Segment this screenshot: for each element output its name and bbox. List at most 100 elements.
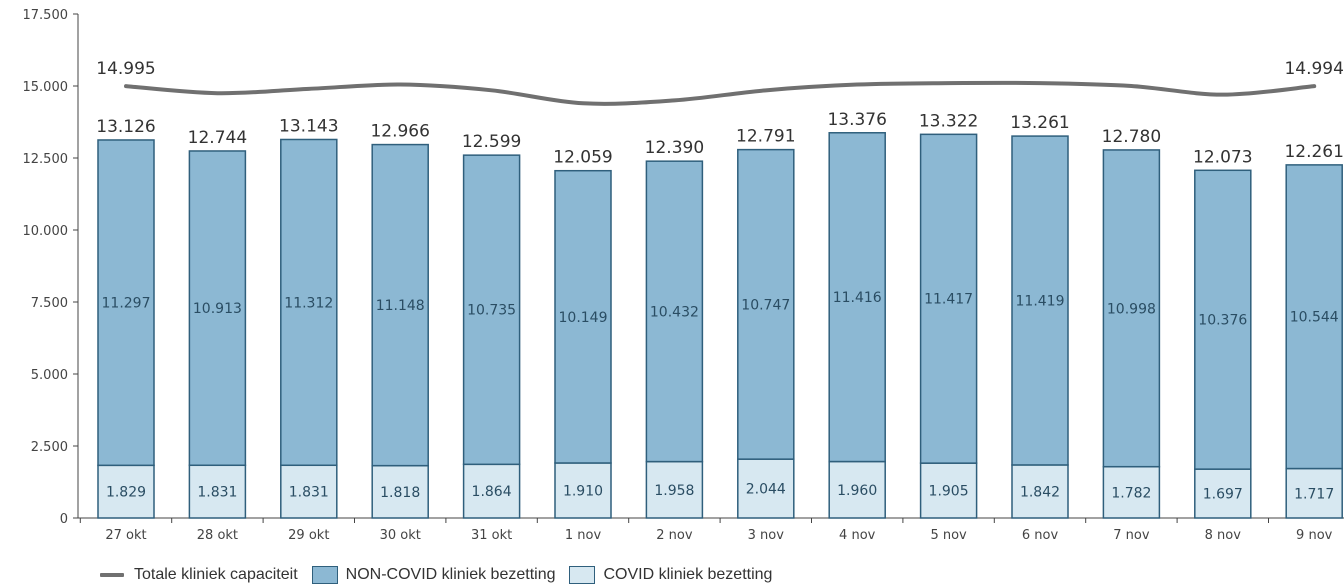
covid-value-label: 1.842: [1020, 484, 1060, 500]
legend-item-covid: COVID kliniek bezetting: [569, 566, 772, 584]
bar-non-covid: [280, 138, 338, 467]
total-value-label: 12.780: [1102, 127, 1161, 147]
capacity-value-label: 14.995: [96, 59, 155, 79]
bar-non-covid: [371, 143, 429, 467]
x-tick-label: 9 nov: [1296, 528, 1333, 543]
covid-value-label: 1.697: [1203, 487, 1243, 503]
x-tick-label: 6 nov: [1022, 528, 1059, 543]
y-tick-label: 2.500: [31, 440, 68, 455]
non-covid-value-label: 10.376: [1198, 313, 1247, 329]
non-covid-value-label: 11.148: [376, 298, 425, 314]
legend-label-capacity: Totale kliniek capaciteit: [134, 566, 298, 583]
legend-label-covid: COVID kliniek bezetting: [603, 566, 773, 583]
non-covid-value-label: 10.735: [467, 303, 516, 319]
covid-value-label: 1.831: [197, 485, 237, 501]
non-covid-value-label: 11.297: [102, 296, 151, 312]
x-tick-label: 2 nov: [656, 528, 693, 543]
bar-covid: [645, 460, 704, 519]
y-tick-label: 7.500: [31, 296, 68, 311]
bar-non-covid: [1011, 135, 1069, 466]
total-value-label: 12.261: [1284, 142, 1343, 162]
non-covid-value-label: 11.419: [1016, 294, 1065, 310]
bar-non-covid: [919, 133, 978, 464]
non-covid-value-label: 10.149: [559, 310, 608, 326]
bar-non-covid: [828, 132, 886, 463]
bars: [97, 132, 1343, 519]
bar-non-covid: [97, 139, 155, 467]
x-tick-label: 30 okt: [380, 528, 421, 543]
y-tick-label: 12.500: [23, 152, 69, 167]
covid-value-label: 1.864: [472, 484, 512, 500]
covid-value-label: 1.905: [929, 484, 969, 500]
covid-value-label: 1.910: [563, 483, 603, 499]
bar-covid: [1285, 467, 1343, 519]
x-tick-label: 4 nov: [839, 528, 876, 543]
bar-non-covid: [462, 154, 521, 466]
x-tick-label: 29 okt: [288, 528, 329, 543]
axes: 0 2.500 5.000 7.500 10.000 12.500 15.000 17.500…: [23, 8, 1344, 543]
total-value-label: 12.390: [645, 138, 704, 158]
data-labels: 1.829 11.297 13.126 1.831 10.913 12.744 1.831 1…: [96, 59, 1344, 502]
total-value-label: 12.744: [188, 128, 247, 148]
x-tick-label: 31 okt: [471, 528, 512, 543]
legend-item-capacity: Totale kliniek capaciteit: [100, 566, 298, 584]
non-covid-value-label: 10.747: [741, 297, 790, 313]
bar-non-covid: [188, 150, 247, 467]
covid-value-label: 1.958: [654, 483, 694, 499]
total-value-label: 13.376: [827, 110, 886, 130]
total-value-label: 13.126: [96, 117, 155, 137]
y-tick-label: 15.000: [23, 80, 69, 95]
non-covid-value-label: 11.416: [833, 290, 882, 306]
covid-value-label: 1.818: [380, 485, 420, 501]
legend-swatch-covid-icon: [569, 566, 596, 584]
bar-non-covid: [645, 160, 704, 463]
legend-label-non-covid: NON-COVID kliniek bezetting: [345, 566, 556, 583]
y-tick-label: 10.000: [23, 224, 69, 239]
non-covid-value-label: 11.312: [284, 295, 333, 311]
x-tick-label: 27 okt: [105, 528, 146, 543]
bar-covid: [462, 463, 521, 519]
total-value-label: 12.073: [1193, 147, 1252, 167]
y-tick-label: 0: [60, 512, 68, 527]
legend-line-icon: [100, 573, 124, 577]
total-value-label: 13.143: [279, 116, 338, 136]
bar-covid: [1194, 468, 1252, 519]
non-covid-value-label: 10.913: [193, 301, 242, 317]
covid-value-label: 1.829: [106, 485, 146, 501]
bar-covid: [737, 458, 795, 519]
capacity-line-layer: [124, 80, 1317, 106]
total-value-label: 12.059: [553, 148, 612, 168]
covid-value-label: 2.044: [746, 482, 786, 498]
covid-value-label: 1.782: [1111, 485, 1151, 501]
capacity-line: [124, 80, 1317, 106]
bar-covid: [1011, 464, 1069, 519]
bar-non-covid: [554, 169, 612, 464]
total-value-label: 12.791: [736, 127, 795, 147]
x-tick-label: 1 nov: [565, 528, 602, 543]
bar-non-covid: [1285, 164, 1343, 470]
bar-covid: [554, 462, 612, 519]
bar-covid: [371, 464, 429, 519]
capacity-value-label: 14.994: [1284, 59, 1343, 79]
bar-covid: [919, 462, 978, 519]
legend: Totale kliniek capaciteit NON-COVID klin…: [100, 564, 786, 586]
bar-non-covid: [1102, 149, 1161, 468]
covid-value-label: 1.831: [289, 485, 329, 501]
x-tick-label: 3 nov: [748, 528, 785, 543]
non-covid-value-label: 10.544: [1290, 310, 1339, 326]
x-tick-label: 8 nov: [1205, 528, 1242, 543]
legend-swatch-non-covid-icon: [311, 566, 338, 584]
bar-covid: [280, 464, 338, 519]
x-tick-label: 5 nov: [930, 528, 967, 543]
bar-covid: [188, 464, 247, 519]
non-covid-value-label: 10.998: [1107, 301, 1156, 317]
total-value-label: 13.322: [919, 111, 978, 131]
bar-non-covid: [1194, 169, 1252, 470]
non-covid-value-label: 10.432: [650, 304, 699, 320]
x-tick-label: 28 okt: [197, 528, 238, 543]
covid-value-label: 1.717: [1294, 486, 1334, 502]
bar-non-covid: [737, 148, 795, 460]
legend-item-non-covid: NON-COVID kliniek bezetting: [311, 566, 556, 584]
total-value-label: 13.261: [1010, 113, 1069, 133]
